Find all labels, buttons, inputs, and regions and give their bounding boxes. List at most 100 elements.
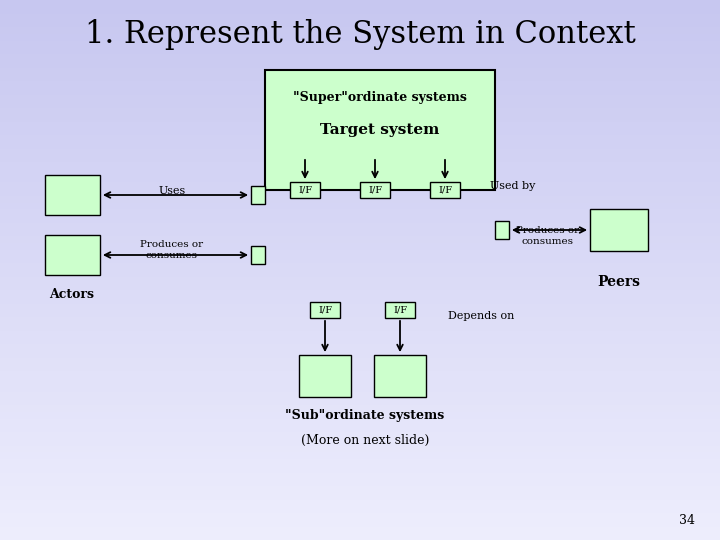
FancyBboxPatch shape bbox=[385, 302, 415, 318]
Bar bbox=[0, 526, 720, 534]
Bar bbox=[0, 6, 720, 14]
Text: Produces or
consumes: Produces or consumes bbox=[140, 240, 204, 260]
Bar bbox=[0, 189, 720, 195]
Text: Uses: Uses bbox=[158, 186, 186, 196]
Bar bbox=[0, 135, 720, 141]
Bar bbox=[0, 87, 720, 94]
Bar bbox=[0, 324, 720, 330]
Bar bbox=[0, 33, 720, 40]
Bar bbox=[0, 405, 720, 411]
Bar bbox=[0, 330, 720, 338]
Text: 1. Represent the System in Context: 1. Represent the System in Context bbox=[85, 19, 635, 51]
FancyBboxPatch shape bbox=[299, 355, 351, 397]
Bar bbox=[0, 310, 720, 317]
Text: "Sub"ordinate systems: "Sub"ordinate systems bbox=[285, 408, 445, 422]
Bar bbox=[0, 357, 720, 364]
Bar bbox=[0, 183, 720, 189]
Bar bbox=[0, 270, 720, 276]
Bar bbox=[0, 513, 720, 519]
Bar bbox=[0, 249, 720, 256]
FancyBboxPatch shape bbox=[279, 115, 331, 157]
Bar bbox=[0, 230, 720, 237]
Bar bbox=[0, 256, 720, 263]
Bar bbox=[0, 534, 720, 540]
Bar bbox=[0, 500, 720, 507]
Bar bbox=[0, 297, 720, 303]
Text: "Super"ordinate systems: "Super"ordinate systems bbox=[293, 91, 467, 105]
Bar bbox=[0, 486, 720, 492]
Bar bbox=[0, 338, 720, 345]
FancyBboxPatch shape bbox=[590, 209, 648, 251]
Bar bbox=[0, 148, 720, 156]
Bar bbox=[0, 74, 720, 81]
Bar bbox=[0, 399, 720, 405]
Bar bbox=[0, 54, 720, 60]
Bar bbox=[0, 472, 720, 480]
FancyBboxPatch shape bbox=[251, 246, 265, 264]
Bar bbox=[0, 465, 720, 472]
Bar bbox=[0, 0, 720, 6]
Bar bbox=[0, 492, 720, 500]
Bar bbox=[0, 27, 720, 33]
Text: I/F: I/F bbox=[393, 306, 407, 314]
Bar bbox=[0, 162, 720, 168]
Bar bbox=[0, 102, 720, 108]
Bar bbox=[0, 141, 720, 149]
Bar bbox=[0, 68, 720, 74]
Bar bbox=[0, 47, 720, 54]
Text: I/F: I/F bbox=[438, 186, 452, 194]
Bar bbox=[0, 276, 720, 284]
FancyBboxPatch shape bbox=[360, 182, 390, 198]
Bar bbox=[0, 317, 720, 324]
Bar bbox=[0, 176, 720, 183]
Bar bbox=[0, 480, 720, 486]
Text: Actors: Actors bbox=[50, 288, 94, 301]
Bar bbox=[0, 507, 720, 513]
Bar bbox=[0, 351, 720, 357]
Bar bbox=[0, 384, 720, 391]
Bar bbox=[0, 237, 720, 243]
Bar bbox=[0, 438, 720, 445]
FancyBboxPatch shape bbox=[349, 115, 401, 157]
Bar bbox=[0, 195, 720, 202]
Bar bbox=[0, 432, 720, 438]
Bar bbox=[0, 81, 720, 87]
Bar bbox=[0, 14, 720, 20]
Bar bbox=[0, 345, 720, 351]
FancyBboxPatch shape bbox=[430, 182, 460, 198]
Bar bbox=[0, 108, 720, 115]
Bar bbox=[0, 20, 720, 27]
Bar bbox=[0, 128, 720, 135]
Bar bbox=[0, 168, 720, 176]
Bar bbox=[0, 243, 720, 249]
Bar bbox=[0, 60, 720, 68]
FancyBboxPatch shape bbox=[374, 355, 426, 397]
Bar bbox=[0, 209, 720, 216]
Text: Peers: Peers bbox=[598, 275, 641, 289]
Text: Depends on: Depends on bbox=[448, 311, 514, 321]
FancyBboxPatch shape bbox=[45, 175, 100, 215]
Bar bbox=[0, 94, 720, 102]
Bar bbox=[0, 202, 720, 209]
Text: 34: 34 bbox=[679, 514, 695, 526]
Bar bbox=[0, 372, 720, 378]
FancyBboxPatch shape bbox=[290, 182, 320, 198]
Bar bbox=[0, 426, 720, 432]
FancyBboxPatch shape bbox=[251, 186, 265, 204]
Text: Produces or
consumes: Produces or consumes bbox=[516, 226, 580, 246]
Text: Target system: Target system bbox=[320, 123, 440, 137]
Bar bbox=[0, 378, 720, 384]
Bar bbox=[0, 519, 720, 526]
FancyBboxPatch shape bbox=[419, 115, 471, 157]
Bar bbox=[0, 291, 720, 297]
FancyBboxPatch shape bbox=[265, 70, 495, 190]
Bar bbox=[0, 453, 720, 459]
Text: I/F: I/F bbox=[368, 186, 382, 194]
FancyBboxPatch shape bbox=[310, 302, 340, 318]
Bar bbox=[0, 263, 720, 270]
Bar bbox=[0, 459, 720, 465]
Bar bbox=[0, 411, 720, 418]
Bar bbox=[0, 115, 720, 122]
Text: (More on next slide): (More on next slide) bbox=[301, 434, 429, 447]
Bar bbox=[0, 122, 720, 128]
